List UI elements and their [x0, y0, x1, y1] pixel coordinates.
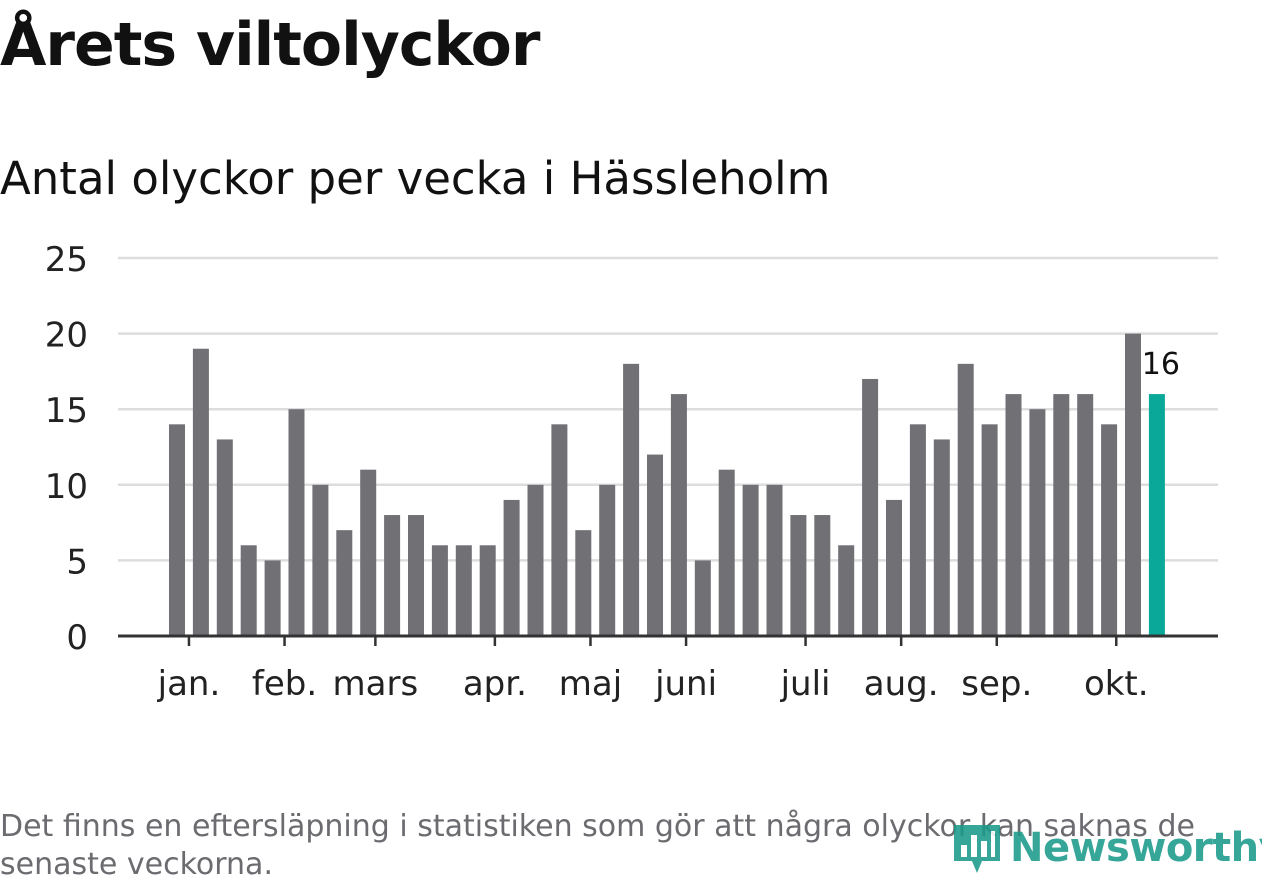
- bar: [742, 484, 759, 636]
- x-tick-label: apr.: [463, 664, 527, 704]
- y-tick-label: 10: [45, 467, 88, 507]
- x-tick-label: feb.: [252, 664, 317, 704]
- bar: [862, 378, 879, 636]
- x-tick-label: jan.: [157, 664, 221, 704]
- bar: [623, 363, 640, 636]
- bar: [599, 484, 616, 636]
- y-axis-ticks: 0 5 10 15 20 25: [45, 240, 88, 658]
- bar: [1053, 394, 1070, 636]
- bar: [647, 454, 663, 636]
- bar: [957, 363, 974, 636]
- bar: [336, 530, 353, 636]
- chart-title: Årets viltolyckor: [0, 10, 540, 80]
- bar: [360, 469, 377, 636]
- bar: [527, 484, 544, 636]
- gridlines: [118, 256, 1218, 562]
- chart-subtitle: Antal olyckor per vecka i Hässleholm: [0, 152, 831, 205]
- bar: [981, 424, 998, 636]
- bar: [670, 394, 687, 636]
- bar: [909, 424, 926, 636]
- bar: [503, 499, 520, 636]
- bar: [551, 424, 568, 636]
- bar-highlight: [1148, 394, 1165, 636]
- x-tick-label: okt.: [1084, 664, 1149, 704]
- bar: [1077, 394, 1094, 636]
- x-tick-label: juni: [654, 664, 717, 704]
- bar: [886, 499, 902, 636]
- bar: [790, 515, 807, 636]
- y-tick-label: 0: [66, 618, 88, 658]
- y-tick-label: 20: [45, 316, 88, 356]
- bar: [1029, 409, 1046, 636]
- bar: [408, 515, 424, 636]
- x-tick-label: sep.: [961, 664, 1032, 704]
- bar: [766, 484, 783, 636]
- x-tick-label: aug.: [864, 664, 939, 704]
- bar: [933, 439, 950, 636]
- x-tick-label: maj: [559, 664, 622, 704]
- newsworthy-logo-icon: [954, 825, 1000, 873]
- bar: [1101, 424, 1118, 636]
- y-tick-label: 5: [66, 542, 88, 582]
- data-label-latest: 16: [1142, 347, 1180, 382]
- y-tick-label: 15: [45, 391, 88, 431]
- y-tick-label: 25: [45, 240, 88, 280]
- bars: [169, 333, 1165, 636]
- x-axis-ticks: jan. feb. mars apr. maj juni juli aug. sep. okt.: [157, 636, 1149, 704]
- bar: [384, 515, 401, 636]
- bar: [192, 348, 209, 636]
- bar: [1005, 394, 1022, 636]
- newsworthy-logo: Newsworthy: [952, 818, 1262, 878]
- bar: [240, 545, 257, 636]
- data-labels: 16: [1139, 344, 1183, 385]
- bar: [575, 530, 592, 636]
- brand-name: Newsworthy: [1010, 825, 1262, 871]
- bar: [312, 484, 329, 636]
- bar: [479, 545, 496, 636]
- x-tick-label: juli: [780, 664, 831, 704]
- bar: [718, 469, 735, 636]
- bar: [431, 545, 448, 636]
- bar: [455, 545, 472, 636]
- bar: [694, 560, 711, 636]
- bar: [814, 515, 831, 636]
- bar: [1125, 333, 1141, 636]
- bar: [216, 439, 233, 636]
- x-tick-label: mars: [333, 664, 419, 704]
- bar: [838, 545, 855, 636]
- bar: [288, 409, 305, 636]
- bar: [169, 424, 185, 636]
- bar: [264, 560, 281, 636]
